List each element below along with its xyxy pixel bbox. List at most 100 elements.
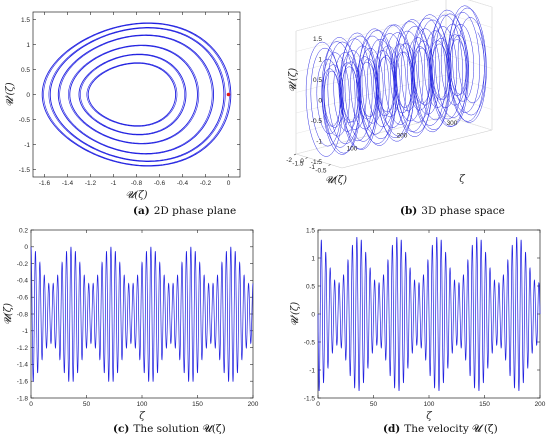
- y-tick-label: 0.5: [21, 67, 30, 74]
- phase-orbit: [86, 62, 178, 127]
- phase-orbit: [57, 34, 215, 155]
- grid-line: [295, 33, 493, 73]
- x-axis-label: ζ: [139, 411, 145, 422]
- solution-curve: [30, 246, 254, 382]
- velocity-curve: [317, 237, 541, 391]
- phase-orbit: [78, 53, 187, 136]
- phase-orbit: [80, 54, 185, 135]
- caption-a: (a) 2D phase plane: [133, 205, 236, 217]
- y-tick-label: -1.8: [17, 395, 29, 402]
- z-tick-label: 0: [318, 98, 322, 105]
- y-tick-label: -0.5: [19, 117, 31, 124]
- x-axis-label: ζ: [459, 174, 465, 185]
- z-tick-label: 1.5: [313, 36, 322, 43]
- y-tick-label: -0.4: [17, 278, 29, 285]
- x-tick-label: 150: [192, 401, 203, 408]
- y-tick-label: -1.2: [17, 345, 29, 352]
- grid-line: [295, 74, 493, 114]
- x-axis-label: ζ: [426, 411, 432, 422]
- phase-orbit: [41, 22, 232, 167]
- z-axis-label: 𝓤′(ζ): [288, 68, 299, 92]
- caption-d: (d) The velocity 𝓤′(ζ): [383, 423, 498, 435]
- panel-b-phase-space: -1.5-1-0.500.511.5-2 -1.5 -1 -0.50100200300…: [286, 0, 493, 186]
- caption-c-text: The solution 𝓤(ζ): [133, 423, 225, 435]
- x-tick-label: 100: [137, 401, 148, 408]
- caption-d-text: The velocity 𝓤′(ζ): [404, 423, 497, 435]
- x-tick-label: 0: [29, 401, 33, 408]
- caption-b: (b) 3D phase space: [400, 205, 505, 217]
- x-tick-label: 200: [397, 133, 408, 140]
- y-tick-label: 1: [311, 255, 315, 262]
- x-tick-label: -1.2: [85, 180, 97, 187]
- caption-c-label: (c): [113, 423, 129, 435]
- phase-orbit: [69, 45, 198, 144]
- caption-b-text: 3D phase space: [421, 205, 505, 217]
- y-tick: [328, 164, 331, 166]
- caption-d-label: (d): [383, 423, 400, 435]
- svg-text:(a)2D phase plane: (a) 2D phase plane: [133, 205, 236, 217]
- svg-text:(c)The solution 𝓤(ζ): (c) The solution 𝓤(ζ): [113, 423, 226, 435]
- z-tick-label: 1: [318, 57, 322, 64]
- x-tick-label: 200: [248, 401, 259, 408]
- y-tick: [316, 160, 320, 163]
- y-tick-label: -1: [24, 142, 30, 149]
- x-tick-label: -0.8: [131, 180, 143, 187]
- y-tick-label: -1: [22, 328, 28, 335]
- grid-line: [295, 115, 493, 155]
- y-tick-label: 1: [26, 42, 30, 49]
- x-tick-label: -1: [111, 180, 117, 187]
- x-tick-label: -0.6: [154, 180, 166, 187]
- phase-orbit: [68, 44, 200, 145]
- y-tick-label: -1.4: [17, 362, 29, 369]
- y-tick-label: 0.5: [306, 283, 315, 290]
- box-edge: [467, 0, 493, 8]
- y-tick-label: -1.6: [17, 379, 29, 386]
- y-tick-label: -1.5: [292, 161, 304, 168]
- y-tick-label: -1.5: [304, 395, 316, 402]
- y-tick-label: -0.8: [17, 311, 29, 318]
- plot-frame: [32, 11, 241, 178]
- y-tick-label: -0.2: [17, 261, 29, 268]
- x-axis-label: 𝓤(ζ): [125, 190, 147, 201]
- grid-line: [295, 13, 493, 52]
- grid-line: [295, 0, 493, 32]
- y-tick-label: -0.6: [17, 295, 29, 302]
- phase-orbit: [48, 27, 226, 162]
- panel-c-solution: 0 50 100 150 200 -1.8 -1.6 -1.4 -1.2 -1 -0.8 -0.6 -0…: [3, 227, 259, 422]
- y-tick-label: 0.2: [19, 227, 28, 234]
- x-tick-label: -1.4: [62, 180, 74, 187]
- y-tick-label: -0.5: [304, 339, 316, 346]
- x-tick-label: 100: [347, 145, 358, 152]
- box-edge: [341, 129, 493, 169]
- x-tick-label: 50: [83, 401, 91, 408]
- caption-a-label: (a): [133, 205, 150, 217]
- y-tick-label: -1: [309, 164, 315, 171]
- y-tick-label: -1: [309, 367, 315, 374]
- phase-space-trajectory: [305, 5, 487, 157]
- panel-d-velocity: 0 50 100 150 200 -1.5 -1 -0.5 0 0.5 1 1.5 ζ 𝓤′(ζ): [290, 227, 546, 422]
- x-tick-label: 0: [227, 180, 231, 187]
- y-tick: [305, 157, 308, 159]
- y-tick-label: -0.5: [315, 168, 327, 175]
- y-axis-label: 𝓤′(ζ): [5, 82, 16, 106]
- x-tick-label: 200: [535, 401, 546, 408]
- x-tick-label: 300: [447, 120, 458, 127]
- z-tick-label: -1.5: [311, 159, 323, 166]
- z-tick-label: -1: [316, 139, 322, 146]
- y-tick-label: -1.5: [19, 167, 31, 174]
- y-axis-label: 𝓤′(ζ): [290, 302, 301, 326]
- svg-text:(b)3D phase space: (b) 3D phase space: [400, 205, 505, 217]
- y-tick-label: 1.5: [21, 17, 30, 24]
- y-tick: [293, 153, 297, 156]
- z-tick-label: 0.5: [313, 77, 322, 84]
- y-tick-label: 1.5: [306, 227, 315, 234]
- box-edge: [295, 0, 420, 32]
- x-tick-label: 50: [370, 401, 378, 408]
- panel-a-phase-plane: -1.6 -1.4 -1.2 -1 -0.8 -0.6 -0.4 -0.2 0 -1.5 -1 -0.…: [5, 11, 241, 201]
- x-tick-label: 0: [316, 401, 320, 408]
- y-axis-label: 𝓤(ζ): [325, 175, 347, 186]
- initial-point-marker: [226, 92, 231, 97]
- phase-orbit: [87, 62, 177, 127]
- caption-b-label: (b): [400, 205, 417, 217]
